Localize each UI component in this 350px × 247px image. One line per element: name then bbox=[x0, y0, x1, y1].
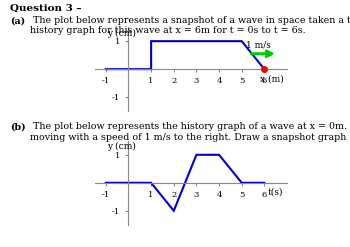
Text: (a): (a) bbox=[10, 16, 26, 25]
Text: y (cm): y (cm) bbox=[107, 142, 136, 151]
Text: t(s): t(s) bbox=[268, 188, 284, 197]
Text: The plot below represents the history graph of a wave at x = 0m. If the wave was: The plot below represents the history gr… bbox=[30, 122, 350, 142]
Text: The plot below represents a snapshot of a wave in space taken a time t = 0s.  Dr: The plot below represents a snapshot of … bbox=[30, 16, 350, 36]
Text: y (cm): y (cm) bbox=[107, 29, 136, 38]
Text: 1 m/s: 1 m/s bbox=[246, 40, 271, 49]
Text: x (m): x (m) bbox=[260, 74, 284, 83]
Text: Question 3 –: Question 3 – bbox=[10, 4, 82, 13]
Text: (b): (b) bbox=[10, 122, 26, 131]
